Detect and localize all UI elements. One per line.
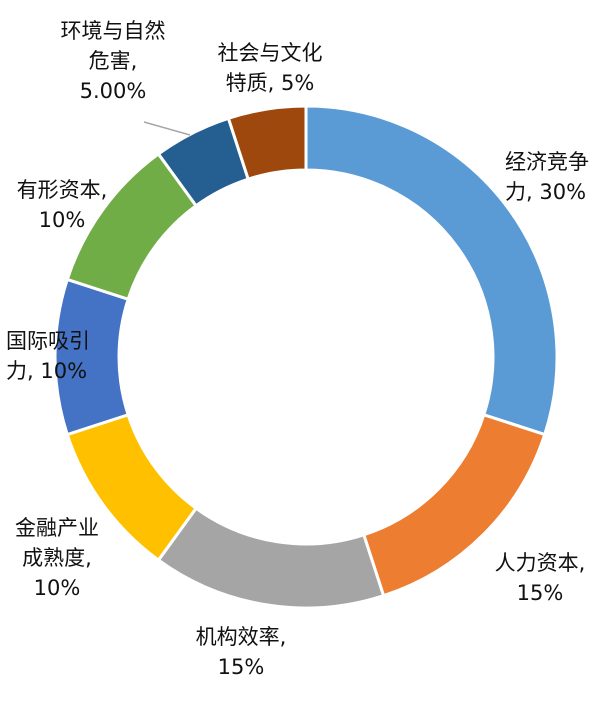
slice-label-institutional-efficiency: 机构效率, 15% [195,625,287,679]
slice-label-international-attractiveness: 国际吸引 力, 10% [6,329,90,383]
slice-label-physical-capital: 有形资本, 10% [16,178,108,232]
slice-label-financial-maturity: 金融产业 成熟度, 10% [15,516,99,600]
slice-social-cultural [226,104,308,181]
slice-label-human-capital: 人力资本, 15% [494,551,586,605]
slice-institutional-efficiency [156,506,386,610]
slice-label-social-cultural: 社会与文化 特质, 5% [217,41,323,95]
slice-label-environment-hazards: 环境与自然 危害, 5.00% [60,19,166,103]
label-leader-line [143,121,191,136]
slice-label-economic-competitiveness: 经济竞争 力, 30% [505,150,589,204]
slice-economic-competitiveness [304,104,559,437]
